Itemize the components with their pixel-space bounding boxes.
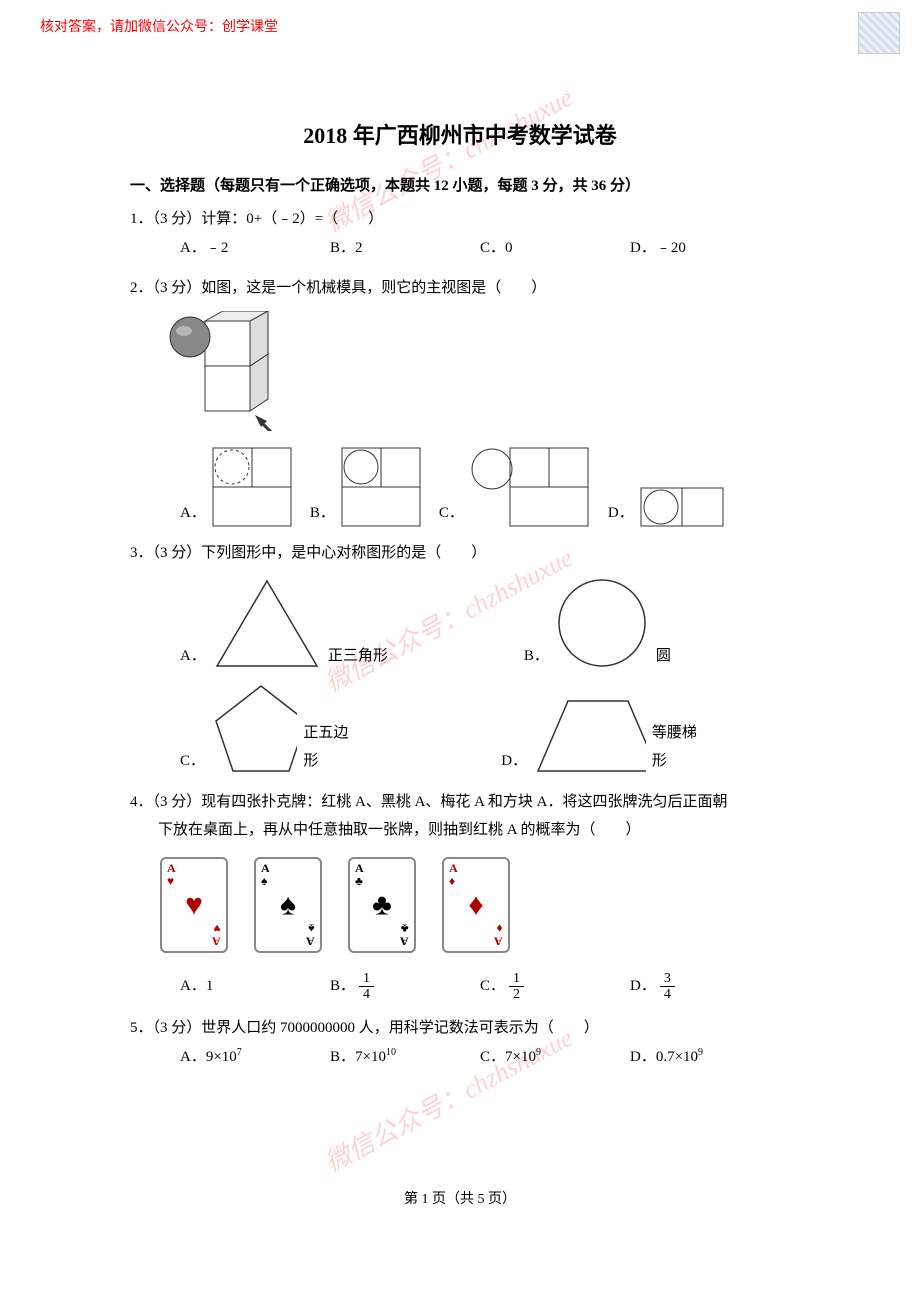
q2-c-label: C． (439, 499, 464, 528)
q1-text: 1．（3 分）计算：0+（﹣2）=（ ） (130, 205, 790, 234)
q3-opt-d: D． 等腰梯形 (501, 696, 710, 776)
q2-3d-diagram (160, 311, 790, 442)
q1-opt-b: B．2 (330, 234, 480, 263)
page-content: 2018 年广西柳州市中考数学试卷 一、选择题（每题只有一个正确选项，本题共 1… (130, 118, 790, 1083)
q4-opt-a: A．1 (180, 972, 330, 1001)
q3-a-label: A． (180, 642, 206, 671)
q5-options: A．9×107 B．7×1010 C．7×109 D．0.7×109 (180, 1043, 790, 1072)
q2-options: A． B． C． D． (180, 447, 790, 527)
q4-d-frac: 34 (660, 971, 675, 1003)
q1-opt-d: D．﹣20 (630, 234, 780, 263)
page-footer: 第 1 页（共 5 页） (0, 1188, 920, 1208)
question-1: 1．（3 分）计算：0+（﹣2）=（ ） A．﹣2 B．2 C．0 D．﹣20 (130, 205, 790, 262)
card-spades: A♠ ♠ A♠ (254, 857, 322, 953)
q5-opt-c: C．7×109 (480, 1043, 630, 1072)
q4-text2: 下放在桌面上，再从中任意抽取一张牌，则抽到红桃 A 的概率为（ ） (158, 816, 790, 845)
q3-c-label: C． (180, 747, 205, 776)
q3-opt-a: A． 正三角形 (180, 576, 394, 671)
q3-row1: A． 正三角形 B． 圆 (180, 576, 790, 671)
q4-opt-d: D． 34 (630, 971, 780, 1003)
q4-opt-c: C． 12 (480, 971, 630, 1003)
q4-cards: A♥ ♥ A♥ A♠ ♠ A♠ A♣ ♣ A♣ A♦ ♦ A♦ (160, 857, 790, 953)
header-note: 核对答案，请加微信公众号：创学课堂 (40, 16, 278, 36)
q3-b-shape-label: 圆 (656, 642, 671, 671)
section-header: 一、选择题（每题只有一个正确选项，本题共 12 小题，每题 3 分，共 36 分… (130, 174, 790, 195)
card-diamonds: A♦ ♦ A♦ (442, 857, 510, 953)
q4-d-label: D． (630, 972, 656, 1001)
q1-opt-c: C．0 (480, 234, 630, 263)
page-title: 2018 年广西柳州市中考数学试卷 (130, 118, 790, 150)
q4-options: A．1 B． 14 C． 12 D． 34 (180, 971, 790, 1003)
q4-b-label: B． (330, 972, 355, 1001)
question-2: 2．（3 分）如图，这是一个机械模具，则它的主视图是（ ） A． (130, 274, 790, 527)
q4-c-frac: 12 (509, 971, 524, 1003)
card-hearts: A♥ ♥ A♥ (160, 857, 228, 953)
q3-row2: C． 正五边形 D． 等腰梯形 (180, 681, 790, 776)
q2-opt-c: C． (439, 447, 590, 527)
q5-opt-d: D．0.7×109 (630, 1043, 780, 1072)
q3-opt-c: C． 正五边形 (180, 681, 361, 776)
q2-a-label: A． (180, 499, 206, 528)
q3-a-shape-label: 正三角形 (328, 642, 388, 671)
q1-options: A．﹣2 B．2 C．0 D．﹣20 (180, 234, 790, 263)
q3-b-label: B． (524, 642, 549, 671)
q3-text: 3．（3 分）下列图形中，是中心对称图形的是（ ） (130, 539, 790, 568)
question-5: 5．（3 分）世界人口约 7000000000 人，用科学记数法可表示为（ ） … (130, 1014, 790, 1071)
q5-text: 5．（3 分）世界人口约 7000000000 人，用科学记数法可表示为（ ） (130, 1014, 790, 1043)
q3-c-shape-label: 正五边形 (303, 719, 355, 776)
q1-opt-a: A．﹣2 (180, 234, 330, 263)
q5-opt-a: A．9×107 (180, 1043, 330, 1072)
q3-d-label: D． (501, 747, 527, 776)
q3-opt-b: B． 圆 (524, 576, 677, 671)
q4-opt-b: B． 14 (330, 971, 480, 1003)
q2-b-label: B． (310, 499, 335, 528)
question-4: 4．（3 分）现有四张扑克牌：红桃 A、黑桃 A、梅花 A 和方块 A．将这四张… (130, 788, 790, 1003)
q3-d-shape-label: 等腰梯形 (652, 719, 704, 776)
q2-opt-a: A． (180, 447, 292, 527)
q5-opt-b: B．7×1010 (330, 1043, 480, 1072)
q4-text1: 4．（3 分）现有四张扑克牌：红桃 A、黑桃 A、梅花 A 和方块 A．将这四张… (130, 788, 790, 817)
q2-d-label: D． (608, 499, 634, 528)
q4-c-label: C． (480, 972, 505, 1001)
q2-opt-b: B． (310, 447, 421, 527)
card-clubs: A♣ ♣ A♣ (348, 857, 416, 953)
question-3: 3．（3 分）下列图形中，是中心对称图形的是（ ） A． 正三角形 B． 圆 C… (130, 539, 790, 776)
q4-b-frac: 14 (359, 971, 374, 1003)
qr-code (858, 12, 900, 54)
q2-text: 2．（3 分）如图，这是一个机械模具，则它的主视图是（ ） (130, 274, 790, 303)
q2-opt-d: D． (608, 487, 724, 527)
